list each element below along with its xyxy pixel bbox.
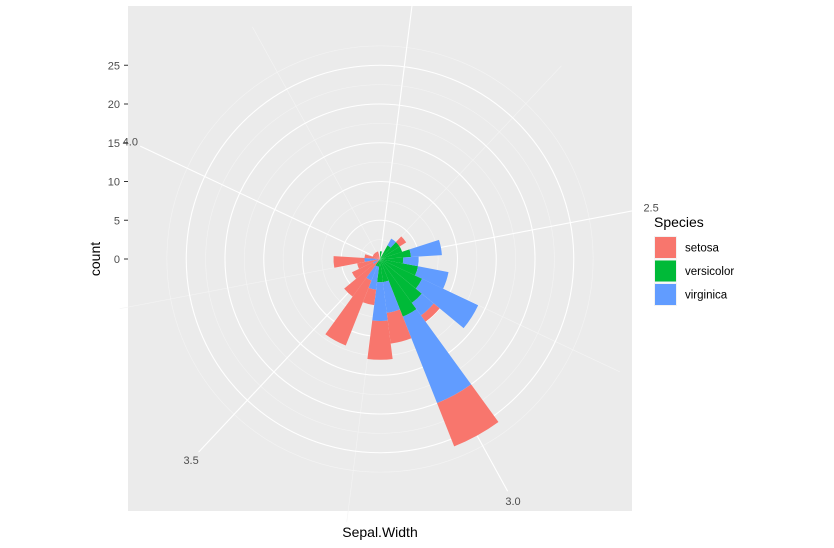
bar-virginica <box>364 258 380 262</box>
major-ring <box>224 103 536 415</box>
x-axis-title: Sepal.Width <box>342 524 417 540</box>
minor-spoke <box>252 26 381 260</box>
y-tick-label: 10 <box>108 177 120 189</box>
bar-setosa <box>357 259 380 269</box>
minor-ring <box>205 84 555 434</box>
y-tick-label: 5 <box>114 215 120 227</box>
bar-virginica <box>402 309 472 404</box>
legend-label-setosa: setosa <box>685 243 719 255</box>
minor-gridlines <box>119 26 620 522</box>
bar-virginica <box>409 239 442 258</box>
bar-setosa <box>362 287 377 306</box>
major-gridlines <box>139 0 641 492</box>
angular-tick-labels: 2.02.53.03.54.0 <box>123 137 659 508</box>
bar-virginica <box>387 238 396 248</box>
radial-axis: 0 5 10 15 20 25 <box>108 60 128 266</box>
bar-versicolor <box>380 251 382 259</box>
spoke <box>379 0 414 260</box>
y-tick-label: 15 <box>108 138 120 150</box>
bar-versicolor <box>380 259 389 283</box>
bar-versicolor <box>380 257 404 264</box>
y-tick-label: 0 <box>114 254 120 266</box>
x-tick-label: 4.0 <box>123 137 138 149</box>
bar-setosa <box>374 252 380 259</box>
y-tick-label: 25 <box>108 60 120 72</box>
legend-swatch-virginica <box>655 284 676 305</box>
legend-label-virginica: virginica <box>685 290 728 302</box>
y-tick-label: 20 <box>108 99 120 111</box>
x-tick-label: 3.0 <box>505 496 520 508</box>
spoke <box>139 145 381 260</box>
bar-setosa <box>421 303 440 322</box>
bar-setosa <box>395 236 407 247</box>
major-ring <box>185 64 575 454</box>
legend-title: Species <box>654 214 704 230</box>
legend-swatch-versicolor <box>655 260 676 282</box>
bar-virginica <box>382 280 400 313</box>
bar-virginica <box>368 266 380 290</box>
bar-versicolor <box>377 259 380 267</box>
bar-virginica <box>402 256 419 267</box>
bar-setosa <box>437 384 499 447</box>
minor-ring <box>166 45 594 473</box>
legend-label-versicolor: versicolor <box>685 266 734 278</box>
bar-versicolor <box>375 259 380 267</box>
bar-versicolor <box>380 259 417 317</box>
minor-spoke <box>346 258 381 522</box>
minor-spoke <box>379 65 562 260</box>
bar-versicolor <box>380 259 422 303</box>
bar-virginica <box>372 282 388 321</box>
bars-layer <box>325 236 499 447</box>
bar-setosa <box>372 254 380 259</box>
bar-versicolor <box>380 249 411 259</box>
bar-setosa <box>386 309 412 344</box>
bar-versicolor <box>380 259 419 276</box>
bar-setosa <box>373 253 380 259</box>
bar-virginica <box>415 266 449 289</box>
legend-swatch-setosa <box>655 237 676 258</box>
bar-setosa <box>364 254 380 259</box>
bar-virginica <box>366 265 378 281</box>
legend: Species setosa versicolor virginica <box>654 214 734 306</box>
bar-versicolor <box>380 246 403 259</box>
bar-setosa <box>351 262 375 279</box>
bar-setosa <box>367 320 393 360</box>
bar-versicolor <box>380 259 423 289</box>
bar-virginica <box>372 259 380 264</box>
y-axis-title: count <box>87 242 103 276</box>
minor-spoke <box>119 258 381 309</box>
bar-versicolor <box>377 259 383 283</box>
bar-versicolor <box>380 245 391 259</box>
major-ring <box>263 142 497 376</box>
bar-setosa <box>344 259 380 297</box>
x-tick-label: 2.5 <box>643 202 658 214</box>
x-tick-label: 3.5 <box>183 455 198 467</box>
bar-virginica <box>411 293 434 316</box>
bar-setosa <box>376 251 380 259</box>
minor-ring <box>244 123 516 395</box>
bar-setosa <box>333 256 365 268</box>
bar-virginica <box>415 278 479 329</box>
bar-setosa <box>325 277 372 346</box>
bar-versicolor <box>380 242 400 259</box>
